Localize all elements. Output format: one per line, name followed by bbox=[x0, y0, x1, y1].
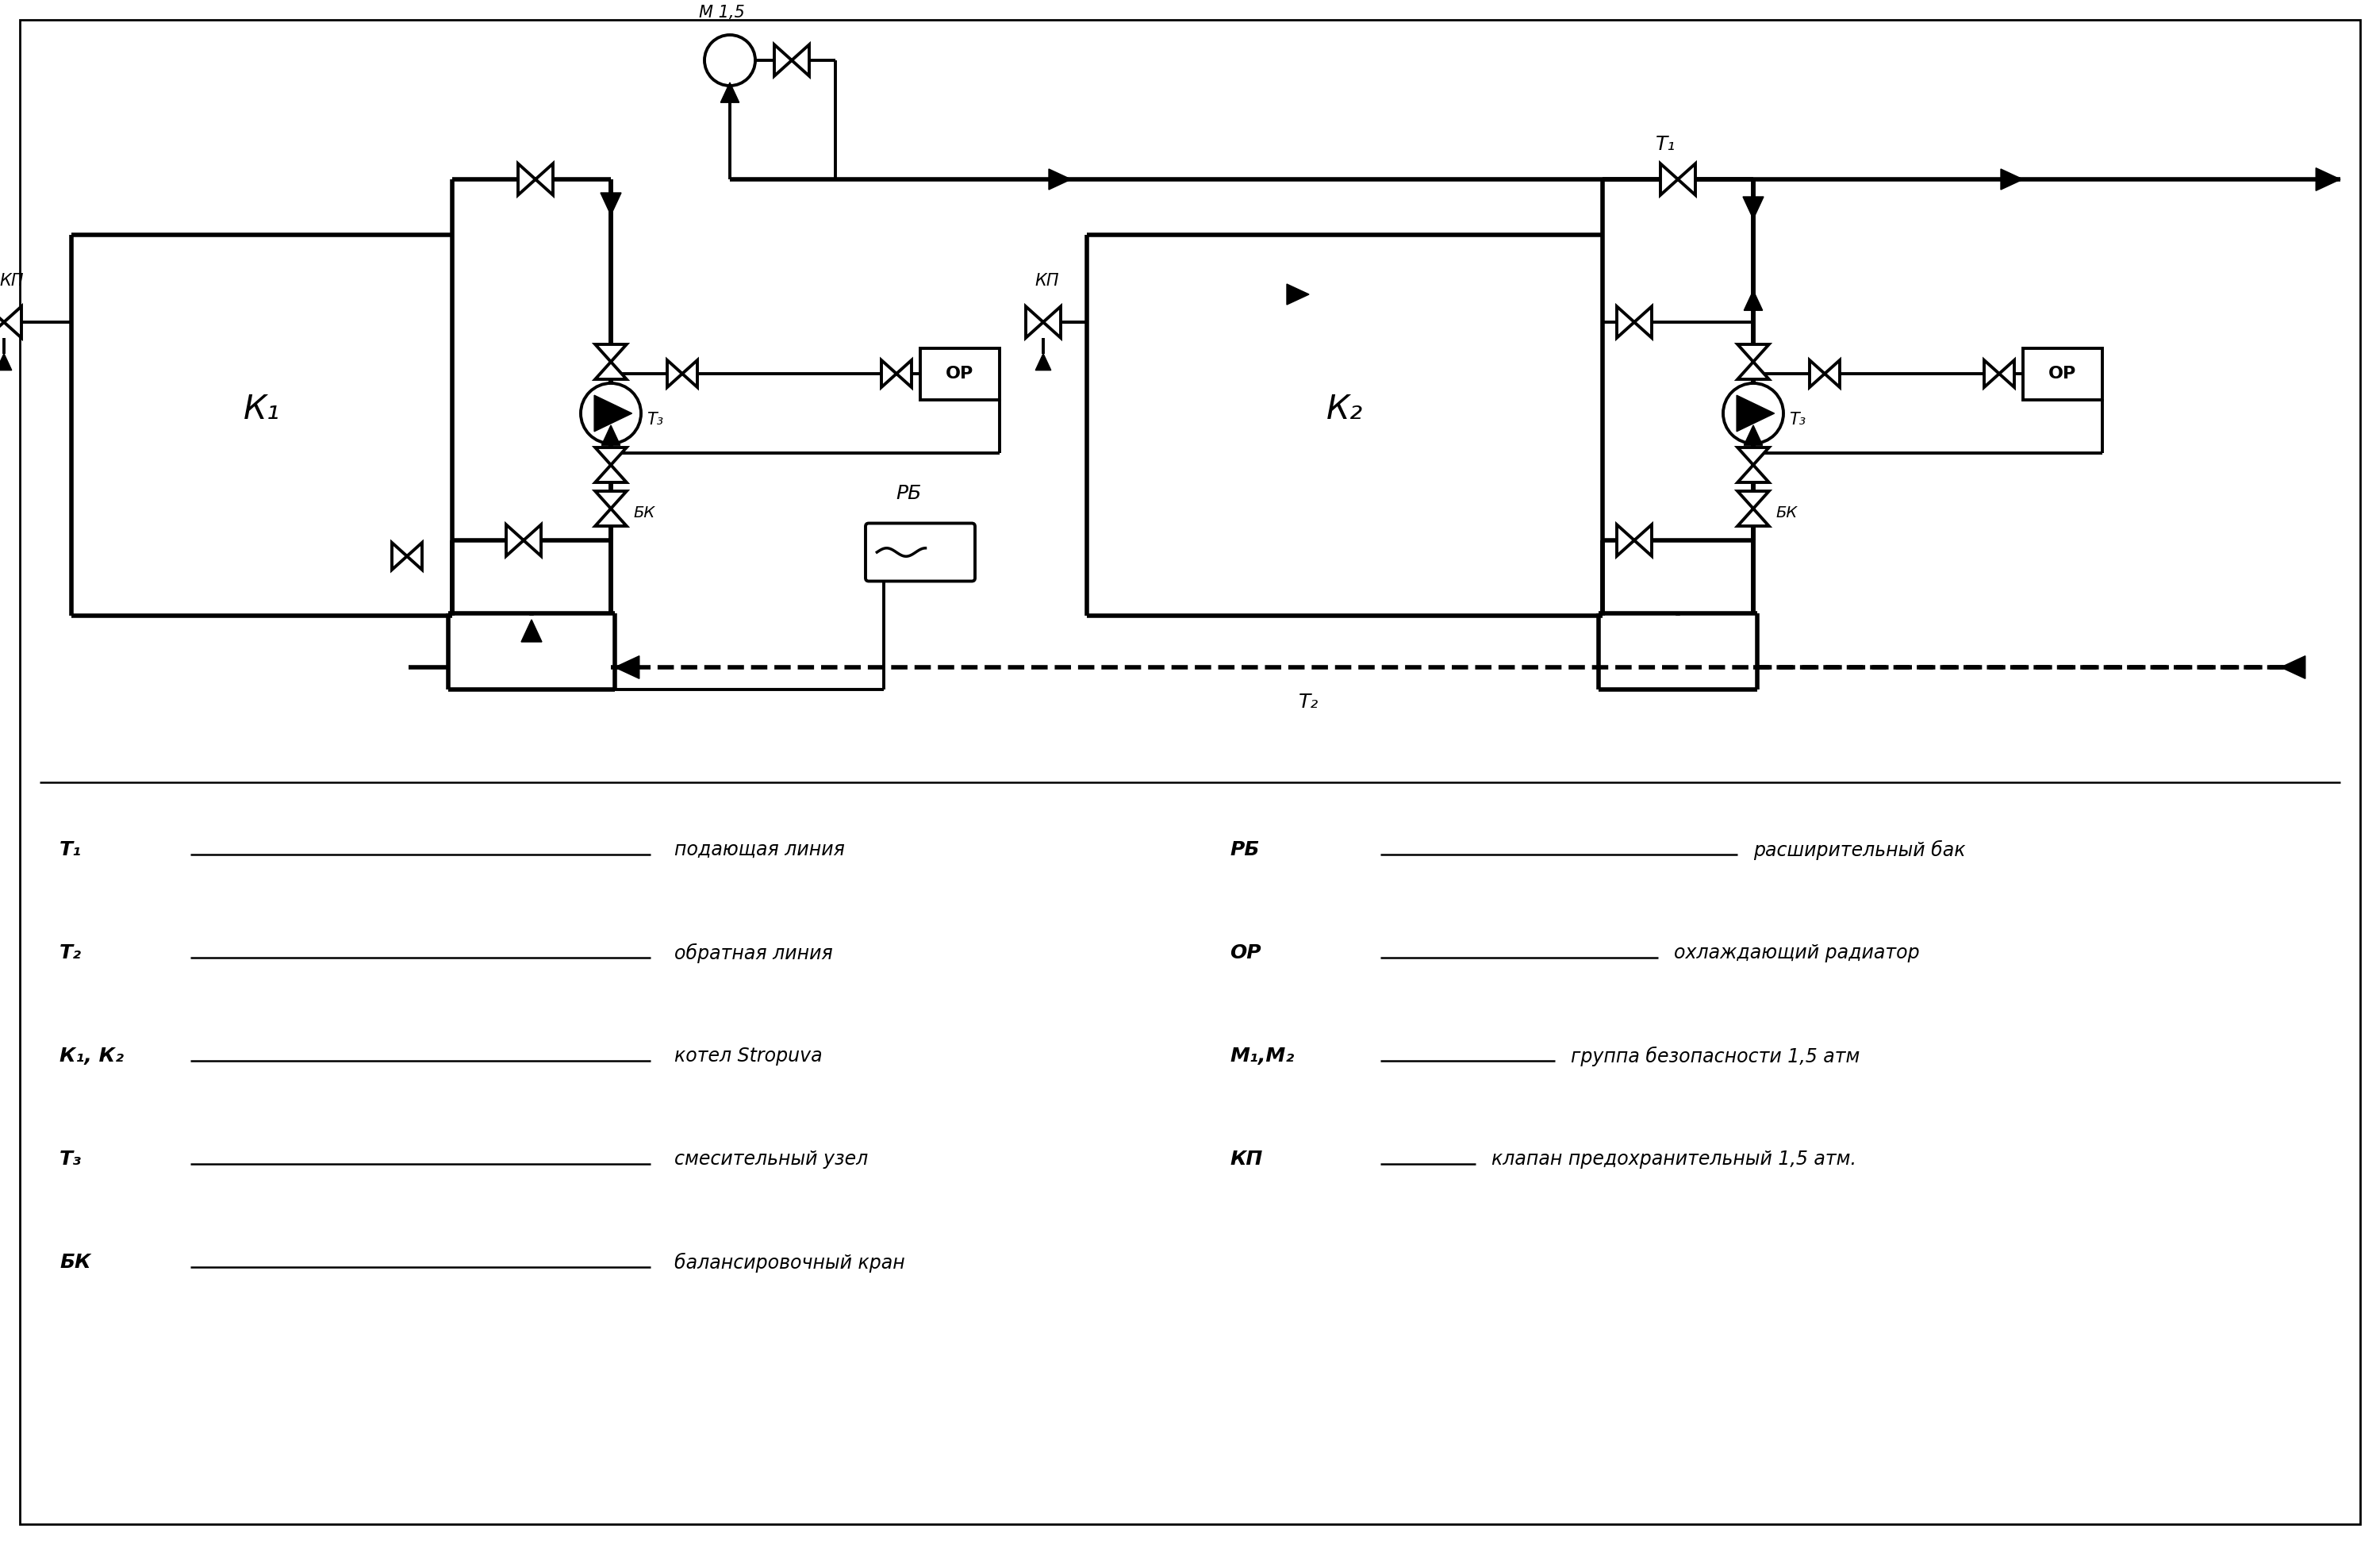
Polygon shape bbox=[519, 164, 536, 195]
Text: К₂: К₂ bbox=[1326, 392, 1364, 426]
Polygon shape bbox=[1745, 290, 1764, 310]
Polygon shape bbox=[1737, 508, 1768, 527]
Polygon shape bbox=[1288, 284, 1309, 304]
Text: М₁,М₂: М₁,М₂ bbox=[1230, 1047, 1295, 1065]
Polygon shape bbox=[1809, 360, 1825, 388]
Polygon shape bbox=[595, 395, 633, 431]
Polygon shape bbox=[666, 360, 683, 388]
Text: БК: БК bbox=[60, 1252, 90, 1272]
Text: охлаждающий радиатор: охлаждающий радиатор bbox=[1673, 943, 1921, 962]
Polygon shape bbox=[1985, 360, 1999, 388]
Polygon shape bbox=[1737, 361, 1768, 380]
Polygon shape bbox=[1737, 344, 1768, 361]
Text: обратная линия: обратная линия bbox=[674, 943, 833, 963]
Text: КП: КП bbox=[0, 273, 24, 289]
Polygon shape bbox=[407, 542, 421, 570]
Polygon shape bbox=[1745, 425, 1764, 445]
Text: ОР: ОР bbox=[1230, 943, 1261, 962]
Polygon shape bbox=[1050, 168, 1071, 190]
Text: смесительный узел: смесительный узел bbox=[674, 1150, 869, 1169]
Polygon shape bbox=[595, 491, 626, 508]
Polygon shape bbox=[521, 619, 543, 642]
Polygon shape bbox=[1737, 465, 1768, 482]
Text: ОР: ОР bbox=[945, 366, 973, 381]
Text: ОР: ОР bbox=[2049, 366, 2078, 381]
Text: Т₃: Т₃ bbox=[60, 1150, 81, 1169]
Text: Т₁: Т₁ bbox=[1656, 134, 1676, 154]
Circle shape bbox=[581, 383, 640, 443]
Polygon shape bbox=[507, 525, 524, 556]
Text: К₁, К₂: К₁, К₂ bbox=[60, 1047, 124, 1065]
Polygon shape bbox=[595, 448, 626, 465]
Text: Т₂: Т₂ bbox=[60, 943, 81, 962]
Polygon shape bbox=[536, 164, 552, 195]
Polygon shape bbox=[595, 508, 626, 527]
Text: РБ: РБ bbox=[895, 483, 921, 503]
Text: К₁: К₁ bbox=[243, 392, 281, 426]
Bar bbox=[2023, 347, 2102, 400]
Polygon shape bbox=[683, 360, 697, 388]
Polygon shape bbox=[1026, 306, 1042, 338]
Polygon shape bbox=[1737, 491, 1768, 508]
Polygon shape bbox=[881, 360, 897, 388]
Text: БК: БК bbox=[633, 505, 654, 520]
Polygon shape bbox=[774, 45, 793, 76]
Polygon shape bbox=[595, 361, 626, 380]
Polygon shape bbox=[600, 193, 621, 215]
Polygon shape bbox=[721, 82, 740, 102]
Polygon shape bbox=[1737, 448, 1768, 465]
Polygon shape bbox=[1035, 354, 1052, 371]
Text: Т₃: Т₃ bbox=[1790, 412, 1806, 428]
Polygon shape bbox=[595, 465, 626, 482]
Polygon shape bbox=[595, 344, 626, 361]
FancyBboxPatch shape bbox=[866, 523, 976, 581]
Polygon shape bbox=[1678, 164, 1695, 195]
Polygon shape bbox=[1825, 360, 1840, 388]
Polygon shape bbox=[602, 425, 621, 445]
Text: Т₃: Т₃ bbox=[647, 412, 664, 428]
Circle shape bbox=[1723, 383, 1783, 443]
Text: подающая линия: подающая линия bbox=[674, 840, 845, 860]
Text: М 1,5: М 1,5 bbox=[700, 5, 745, 20]
Polygon shape bbox=[1661, 164, 1678, 195]
Polygon shape bbox=[1635, 306, 1652, 338]
Bar bbox=[921, 347, 1000, 400]
Text: Т₂: Т₂ bbox=[1299, 693, 1319, 712]
Polygon shape bbox=[2280, 656, 2306, 679]
Polygon shape bbox=[1042, 306, 1061, 338]
Polygon shape bbox=[5, 306, 21, 338]
Polygon shape bbox=[524, 525, 540, 556]
Text: расширительный бак: расширительный бак bbox=[1754, 840, 1966, 860]
Polygon shape bbox=[1635, 525, 1652, 556]
Polygon shape bbox=[1742, 196, 1764, 219]
Polygon shape bbox=[0, 306, 5, 338]
Text: БК: БК bbox=[1775, 505, 1797, 520]
Text: КП: КП bbox=[1035, 273, 1059, 289]
Text: клапан предохранительный 1,5 атм.: клапан предохранительный 1,5 атм. bbox=[1492, 1150, 1856, 1169]
Polygon shape bbox=[1616, 525, 1635, 556]
Text: РБ: РБ bbox=[1230, 840, 1259, 860]
Polygon shape bbox=[897, 360, 912, 388]
Text: балансировочный кран: балансировочный кран bbox=[674, 1252, 904, 1272]
Polygon shape bbox=[1999, 360, 2013, 388]
Polygon shape bbox=[2316, 168, 2340, 190]
Polygon shape bbox=[793, 45, 809, 76]
Polygon shape bbox=[1737, 395, 1775, 431]
Polygon shape bbox=[2002, 168, 2023, 190]
Circle shape bbox=[704, 36, 754, 85]
Text: Т₁: Т₁ bbox=[60, 840, 81, 860]
Text: котел Stropuva: котел Stropuva bbox=[674, 1047, 823, 1065]
Polygon shape bbox=[0, 354, 12, 371]
Text: группа безопасности 1,5 атм: группа безопасности 1,5 атм bbox=[1571, 1047, 1859, 1065]
Polygon shape bbox=[614, 656, 640, 679]
Polygon shape bbox=[1616, 306, 1635, 338]
Polygon shape bbox=[393, 542, 407, 570]
Text: КП: КП bbox=[1230, 1150, 1261, 1169]
